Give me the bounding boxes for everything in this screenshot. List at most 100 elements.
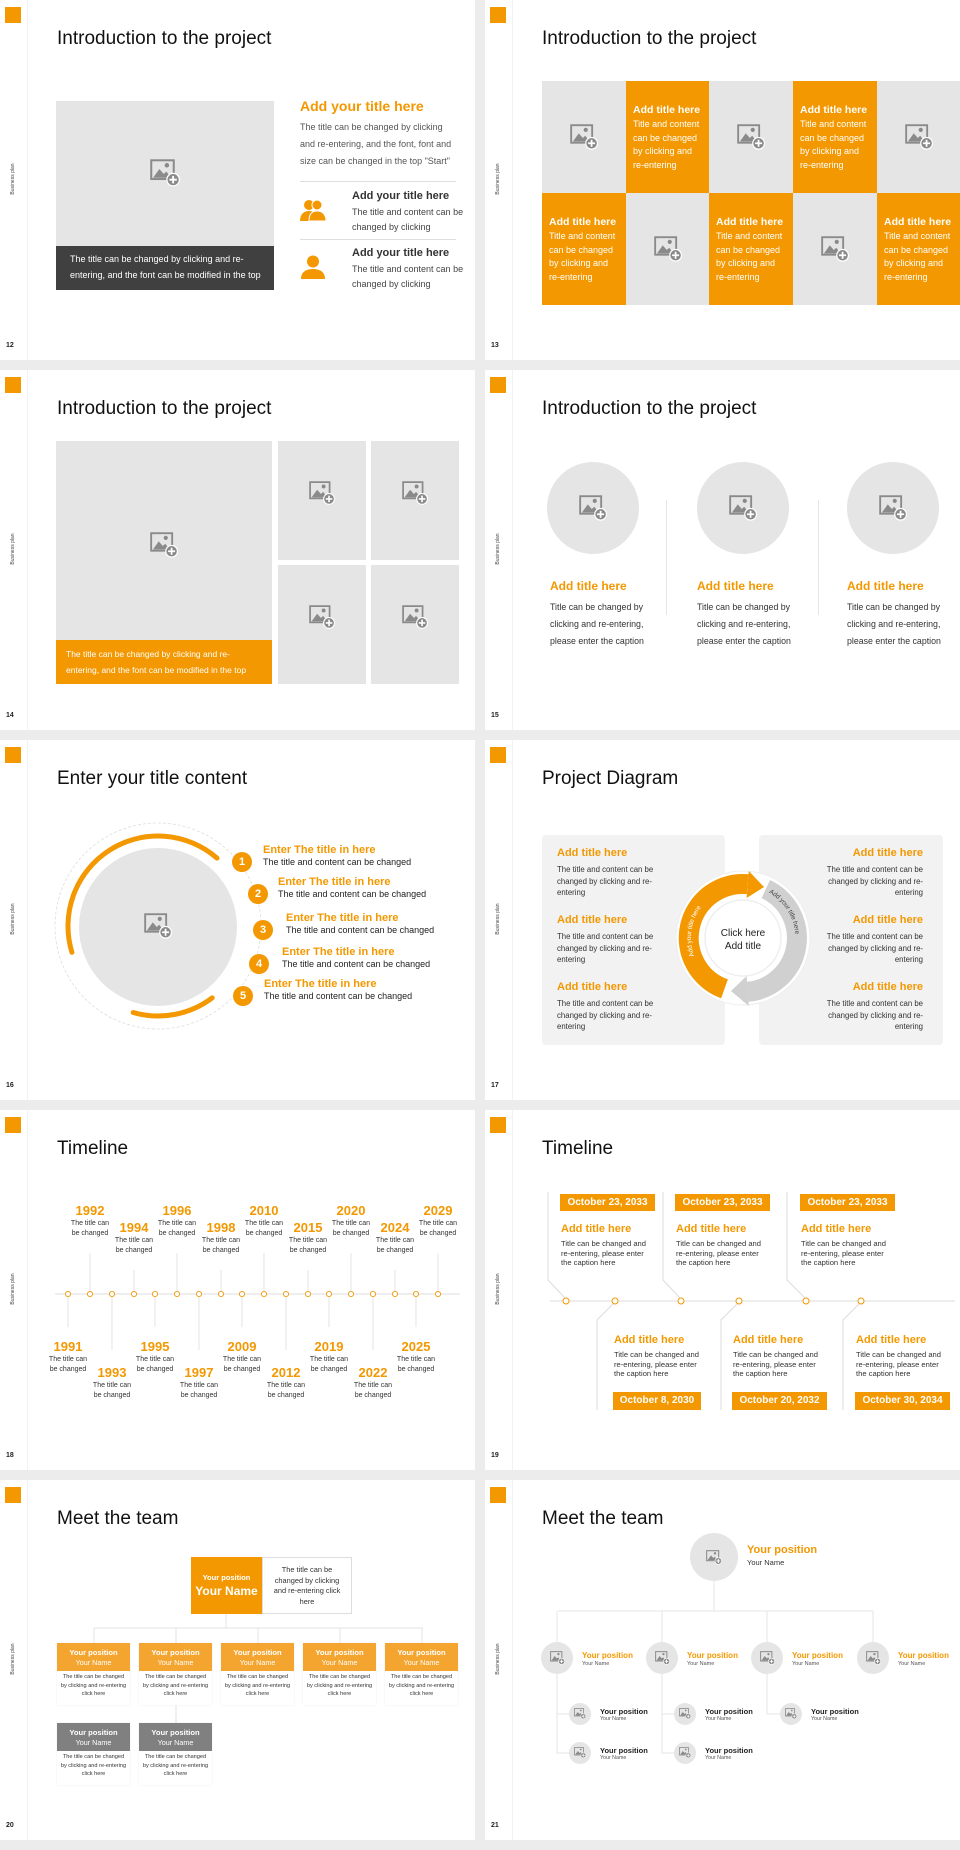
- text-tile[interactable]: Add title here Title and content can be c…: [709, 193, 793, 305]
- timeline-dot[interactable]: [130, 1290, 138, 1298]
- timeline-dot[interactable]: [802, 1297, 810, 1305]
- timeline-dot[interactable]: [282, 1290, 290, 1298]
- slide-title[interactable]: Project Diagram: [542, 768, 679, 789]
- member-photo[interactable]: [569, 1703, 591, 1725]
- image-placeholder-icon[interactable]: [549, 1651, 565, 1665]
- timeline-dot[interactable]: [238, 1290, 246, 1298]
- slide-title[interactable]: Introduction to the project: [542, 398, 757, 419]
- image-placeholder-icon[interactable]: [402, 481, 428, 505]
- timeline-dot[interactable]: [562, 1297, 570, 1305]
- image-placeholder-icon[interactable]: [309, 605, 335, 629]
- image-tile[interactable]: [626, 193, 709, 305]
- image-placeholder-icon[interactable]: [654, 1651, 670, 1665]
- timeline-dot[interactable]: [64, 1290, 72, 1298]
- member-photo[interactable]: [569, 1742, 591, 1764]
- text-tile[interactable]: Add title here Title and content can be c…: [626, 81, 709, 193]
- timeline-dot[interactable]: [108, 1290, 116, 1298]
- member-card[interactable]: Your position Your Name The title can be c…: [139, 1723, 212, 1785]
- timeline-dot[interactable]: [195, 1290, 203, 1298]
- image-placeholder-icon[interactable]: [579, 495, 607, 521]
- slide-title[interactable]: Introduction to the project: [57, 398, 272, 419]
- image-placeholder-icon[interactable]: [653, 236, 682, 262]
- image-placeholder[interactable]: [371, 441, 459, 560]
- timeline-dot[interactable]: [325, 1290, 333, 1298]
- lead-card[interactable]: Your position Your Name: [191, 1557, 262, 1614]
- image-placeholder[interactable]: [371, 565, 459, 684]
- image-placeholder-icon[interactable]: [737, 124, 765, 150]
- image-placeholder-icon[interactable]: [574, 1747, 586, 1759]
- lead-photo[interactable]: [690, 1533, 738, 1581]
- timeline-dot[interactable]: [857, 1297, 865, 1305]
- member-photo[interactable]: [646, 1642, 678, 1674]
- image-placeholder-icon[interactable]: [821, 236, 849, 262]
- image-placeholder-icon[interactable]: [679, 1747, 691, 1759]
- timeline-dot[interactable]: [412, 1290, 420, 1298]
- timeline-dot[interactable]: [611, 1297, 619, 1305]
- image-tile[interactable]: [542, 81, 626, 193]
- image-placeholder-icon[interactable]: [879, 495, 907, 521]
- member-photo[interactable]: [751, 1642, 783, 1674]
- member-card[interactable]: Your position Your Name The title can be c…: [57, 1723, 130, 1785]
- slide-title[interactable]: Meet the team: [542, 1508, 664, 1529]
- member-card[interactable]: Your position Your Name The title can be c…: [139, 1643, 212, 1705]
- image-placeholder[interactable]: [56, 101, 274, 246]
- image-placeholder-icon[interactable]: [679, 1708, 691, 1720]
- image-placeholder[interactable]: [278, 565, 366, 684]
- image-placeholder-icon[interactable]: [574, 1708, 586, 1720]
- member-card[interactable]: Your position Your Name The title can be c…: [221, 1643, 294, 1705]
- image-placeholder-icon[interactable]: [150, 532, 178, 558]
- text-tile[interactable]: Add title here Title and content can be c…: [542, 193, 626, 305]
- slide-title[interactable]: Timeline: [542, 1138, 614, 1159]
- timeline-dot[interactable]: [86, 1290, 94, 1298]
- slide-title[interactable]: Meet the team: [57, 1508, 179, 1529]
- event-year: 1992: [75, 1203, 105, 1218]
- timeline-dot[interactable]: [677, 1297, 685, 1305]
- timeline-dot[interactable]: [173, 1290, 181, 1298]
- image-placeholder-icon[interactable]: [785, 1708, 797, 1720]
- image-placeholder-icon[interactable]: [309, 481, 335, 505]
- timeline-dot[interactable]: [369, 1290, 377, 1298]
- image-placeholder-icon[interactable]: [402, 605, 428, 629]
- image-placeholder-icon[interactable]: [570, 124, 598, 150]
- slide-title[interactable]: Timeline: [57, 1138, 129, 1159]
- timeline-dot[interactable]: [304, 1290, 312, 1298]
- timeline-dot[interactable]: [434, 1290, 442, 1298]
- member-card[interactable]: Your position Your Name The title can be c…: [57, 1643, 130, 1705]
- member-photo[interactable]: [541, 1642, 573, 1674]
- org-lines: [0, 1480, 475, 1840]
- timeline-dot[interactable]: [347, 1290, 355, 1298]
- member-photo[interactable]: [674, 1703, 696, 1725]
- image-placeholder-circle[interactable]: [547, 462, 639, 554]
- image-placeholder[interactable]: [278, 441, 366, 560]
- member-photo[interactable]: [780, 1703, 802, 1725]
- image-placeholder-icon[interactable]: [905, 124, 933, 150]
- image-tile[interactable]: [877, 81, 960, 193]
- image-placeholder-icon[interactable]: [706, 1549, 722, 1565]
- center-circle[interactable]: [704, 899, 782, 977]
- text-tile[interactable]: Add title here Title and content can be c…: [877, 193, 960, 305]
- slide-title[interactable]: Introduction to the project: [57, 28, 272, 49]
- image-placeholder-icon[interactable]: [729, 495, 757, 521]
- member-photo[interactable]: [674, 1742, 696, 1764]
- text-tile[interactable]: Add title here Title and content can be c…: [793, 81, 877, 193]
- image-placeholder-circle[interactable]: [697, 462, 789, 554]
- slide-13: Business plan 13 Introduction to the proje…: [485, 0, 960, 360]
- image-placeholder-icon[interactable]: [865, 1651, 881, 1665]
- image-placeholder-icon[interactable]: [759, 1651, 775, 1665]
- timeline-dot[interactable]: [151, 1290, 159, 1298]
- slide-title[interactable]: Enter your title content: [57, 768, 248, 789]
- member-card[interactable]: Your position Your Name The title can be c…: [303, 1643, 376, 1705]
- member-card[interactable]: Your position Your Name The title can be c…: [385, 1643, 458, 1705]
- image-placeholder-circle[interactable]: [847, 462, 939, 554]
- timeline-dot[interactable]: [735, 1297, 743, 1305]
- timeline-dot[interactable]: [217, 1290, 225, 1298]
- timeline-dot[interactable]: [391, 1290, 399, 1298]
- image-placeholder-icon[interactable]: [144, 913, 172, 939]
- image-placeholder-icon[interactable]: [150, 159, 180, 187]
- slide-title[interactable]: Introduction to the project: [542, 28, 757, 49]
- member-position: Your position: [151, 1728, 200, 1737]
- image-tile[interactable]: [709, 81, 793, 193]
- image-tile[interactable]: [793, 193, 877, 305]
- member-photo[interactable]: [857, 1642, 889, 1674]
- timeline-dot[interactable]: [260, 1290, 268, 1298]
